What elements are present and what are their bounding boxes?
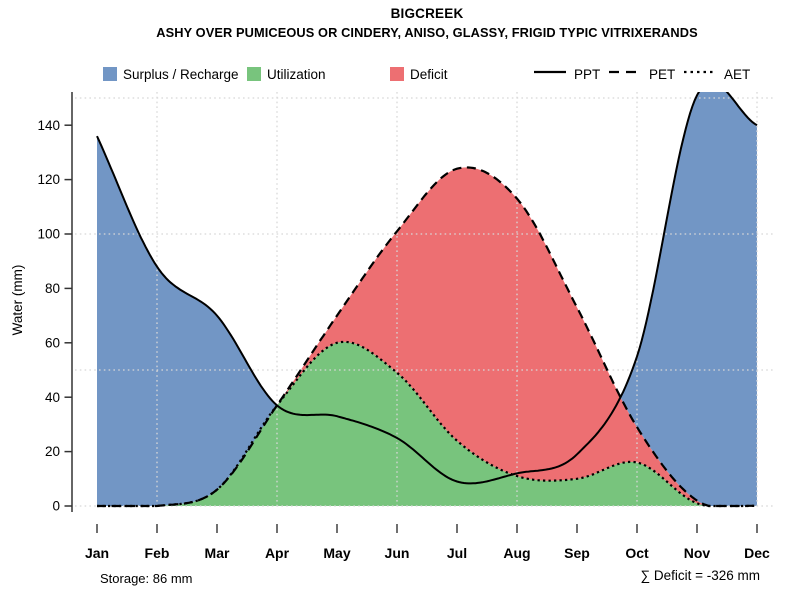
x-tick-label: Jul <box>447 545 467 561</box>
gridlines <box>75 92 773 508</box>
y-tick-label: 100 <box>37 227 60 242</box>
x-tick-label: Jun <box>385 545 410 561</box>
chart-fills <box>97 92 757 506</box>
chart-legend: Surplus / Recharge Utilization Deficit P… <box>0 66 800 86</box>
y-tick-label: 140 <box>37 118 60 133</box>
y-tick-label: 40 <box>45 390 60 405</box>
x-tick-label: Feb <box>145 545 170 561</box>
surplus-area <box>620 92 757 506</box>
ppt-curve <box>96 92 758 485</box>
aet-curve <box>97 340 758 508</box>
legend-item-deficit: Deficit <box>390 66 448 82</box>
x-tick-label: Jan <box>85 545 109 561</box>
y-tick-label: 20 <box>45 444 60 459</box>
legend-utilization-label: Utilization <box>267 66 326 82</box>
x-tick-label: Mar <box>205 545 230 561</box>
utilization-swatch-icon <box>247 67 261 81</box>
chart-subtitle: ASHY OVER PUMICEOUS OR CINDERY, ANISO, G… <box>156 25 698 40</box>
chart-title: BIGCREEK <box>390 6 464 21</box>
x-tick-label: Apr <box>265 545 290 561</box>
x-tick-label: May <box>323 545 350 561</box>
x-tick-label: Sep <box>564 545 590 561</box>
legend-item-pet: PET <box>608 66 675 82</box>
deficit-area <box>97 167 757 506</box>
storage-annotation: Storage: 86 mm <box>100 571 193 586</box>
x-tick-label: Oct <box>625 545 649 561</box>
y-axis-title: Water (mm) <box>10 265 25 336</box>
dotted-line-icon <box>683 65 717 84</box>
legend-surplus-label: Surplus / Recharge <box>123 66 239 82</box>
y-tick-label: 60 <box>45 335 60 350</box>
legend-item-aet: AET <box>683 66 750 82</box>
surplus-area <box>97 136 277 506</box>
y-tick-label: 120 <box>37 172 60 187</box>
y-tick-label: 0 <box>52 499 60 514</box>
axes: 0 20 40 60 80 100 120 140 Jan Feb Mar Apr May Jun Jul A… <box>10 92 770 561</box>
surplus-swatch-icon <box>103 67 117 81</box>
solid-line-icon <box>533 65 567 84</box>
chart-titles: BIGCREEK ASHY OVER PUMICEOUS OR CINDERY,… <box>54 6 800 40</box>
legend-pet-label: PET <box>649 66 676 82</box>
dashed-line-icon <box>608 65 642 84</box>
chart-curves <box>96 92 758 508</box>
deficit-sum-annotation: ∑ Deficit = -326 mm <box>640 568 760 583</box>
x-tick-label: Nov <box>684 545 711 561</box>
legend-deficit-label: Deficit <box>410 66 448 82</box>
x-tick-label: Aug <box>503 545 530 561</box>
legend-item-ppt: PPT <box>533 66 600 82</box>
x-tick-label: Dec <box>744 545 770 561</box>
pet-curve <box>97 166 758 508</box>
legend-aet-label: AET <box>724 66 751 82</box>
utilization-area <box>97 341 757 506</box>
legend-item-surplus: Surplus / Recharge <box>103 66 239 82</box>
deficit-swatch-icon <box>390 67 404 81</box>
legend-ppt-label: PPT <box>574 66 601 82</box>
y-tick-label: 80 <box>45 281 60 296</box>
legend-item-utilization: Utilization <box>247 66 326 82</box>
